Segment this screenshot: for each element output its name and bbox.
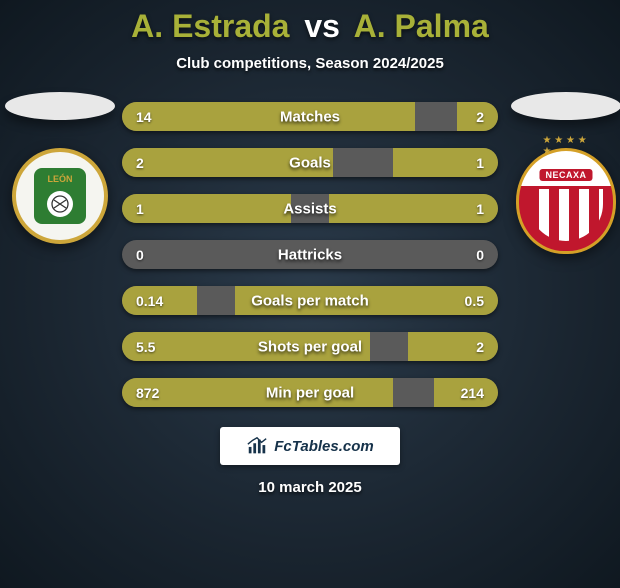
right-team-column: ★ ★ ★ ★ ★ NECAXA [506,92,620,254]
right-ellipse-band [511,92,620,120]
stat-bars-container: 14 2 Matches 2 1 Goals 1 1 Assists 0 0 Hattricks 0.1… [122,102,498,407]
stat-label: Goals per match [251,292,369,309]
stat-value-left: 14 [136,109,152,125]
right-team-crest: ★ ★ ★ ★ ★ NECAXA [516,148,616,254]
stat-label: Assists [283,200,336,217]
stat-value-right: 214 [461,385,484,401]
stat-value-right: 1 [476,155,484,171]
stat-value-left: 5.5 [136,339,155,355]
stat-bar-fill-right [408,332,498,361]
left-team-crest: LEÓN [12,148,108,244]
stat-value-right: 2 [476,109,484,125]
chart-icon [246,435,268,457]
stat-bar-fill-right [329,194,498,223]
stat-value-right: 2 [476,339,484,355]
stat-value-left: 0.14 [136,293,163,309]
main-area: LEÓN ★ ★ ★ ★ ★ NECAXA 142Matches21Goals1… [0,102,620,407]
stat-value-right: 0 [476,247,484,263]
stat-bar: 1 1 Assists [122,194,498,223]
player2-name: A. Palma [354,8,489,44]
subtitle: Club competitions, Season 2024/2025 [0,55,620,72]
stat-label: Min per goal [266,384,354,401]
stat-value-left: 1 [136,201,144,217]
svg-text:LEÓN: LEÓN [47,173,72,184]
left-team-column: LEÓN [0,92,120,244]
stat-value-right: 0.5 [465,293,484,309]
date-text: 10 march 2025 [0,479,620,496]
crest-stars-icon: ★ ★ ★ ★ ★ [543,135,590,157]
stat-bar: 0 0 Hattricks [122,240,498,269]
stat-bar-fill-left [122,194,291,223]
stat-value-left: 0 [136,247,144,263]
player1-name: A. Estrada [131,8,289,44]
stat-label: Shots per goal [258,338,362,355]
stat-value-left: 2 [136,155,144,171]
stat-bar-fill-left [122,102,415,131]
left-ellipse-band [5,92,115,120]
leon-crest-icon: LEÓN [24,160,96,232]
comparison-title: A. Estrada vs A. Palma [0,8,620,45]
stat-bar: 0.14 0.5 Goals per match [122,286,498,315]
watermark-text: FcTables.com [274,438,373,455]
stat-label: Matches [280,108,340,125]
stat-bar: 5.5 2 Shots per goal [122,332,498,361]
stat-bar: 2 1 Goals [122,148,498,177]
stat-value-right: 1 [476,201,484,217]
crest-stripes [529,189,603,241]
stat-label: Hattricks [278,246,342,263]
stat-value-left: 872 [136,385,159,401]
vs-text: vs [304,8,340,44]
stat-bar: 872 214 Min per goal [122,378,498,407]
stat-bar: 14 2 Matches [122,102,498,131]
stat-label: Goals [289,154,331,171]
crest-banner: NECAXA [539,169,592,181]
watermark-badge: FcTables.com [220,427,400,465]
